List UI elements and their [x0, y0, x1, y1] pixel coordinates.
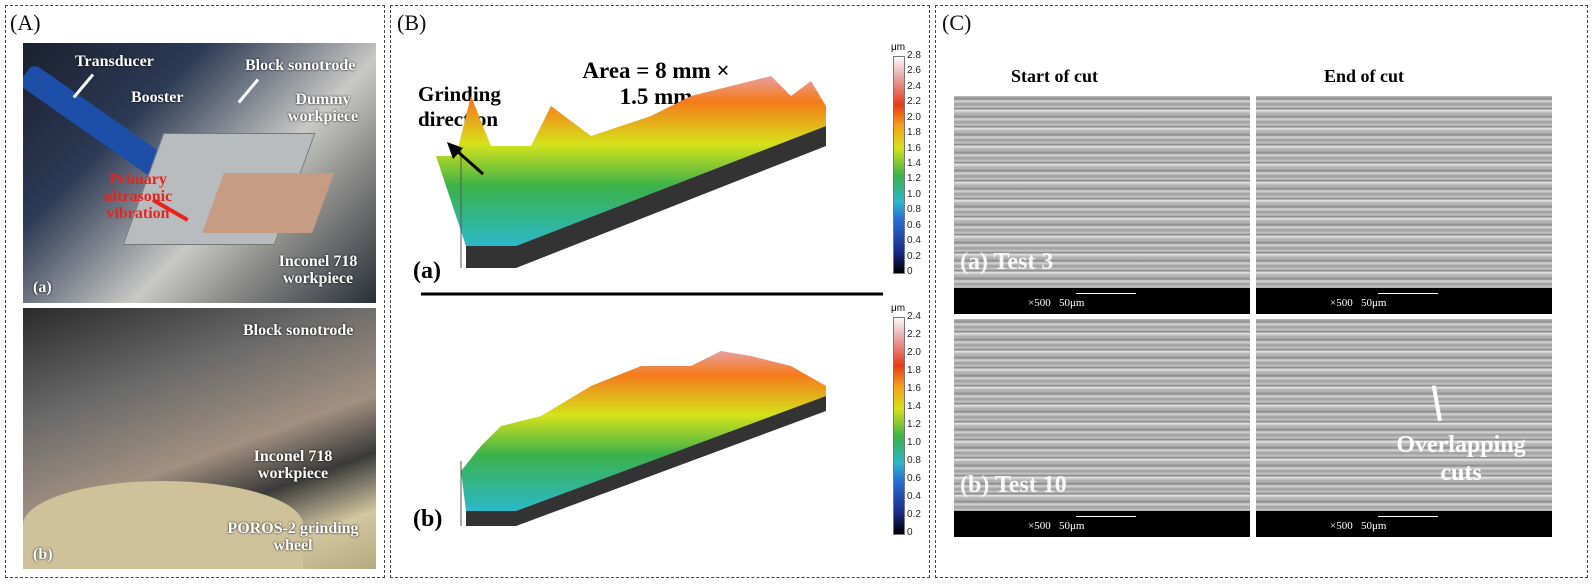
- panel-c-label: (C): [942, 10, 972, 35]
- overlap-arrow: [1431, 385, 1442, 422]
- colorbar-tick: 1.2: [907, 419, 921, 430]
- scale-bar-strip: [954, 511, 1250, 537]
- row-label-test10: (b) Test 10: [960, 472, 1067, 498]
- grinding-wheel-shape: [23, 481, 303, 569]
- arrow: [237, 78, 260, 104]
- colorbar-tick: 2.4: [907, 80, 921, 92]
- col-header-end: End of cut: [1324, 66, 1405, 86]
- label-dummy-workpiece: Dummy workpiece: [287, 91, 359, 125]
- colorbar-tick: 0.6: [907, 473, 921, 484]
- direction-arrowhead: [447, 142, 463, 159]
- col-header-start: Start of cut: [1011, 66, 1098, 86]
- scale-bar-strip: [1256, 511, 1552, 537]
- scale-bar-strip: [954, 288, 1250, 314]
- colorbar-tick: 1.8: [907, 365, 921, 376]
- surface-b-base: [466, 396, 826, 526]
- scale-line: [1076, 516, 1136, 517]
- sem-test3-start: (a) Test 3 ×500 50μm: [954, 96, 1250, 314]
- colorbar-unit-b: μm: [891, 303, 906, 314]
- grinding-direction-label: Grinding direction: [418, 82, 501, 131]
- colorbar-tick: 1.4: [907, 158, 921, 169]
- photo-setup-a: Transducer Booster Block sonotrode Dummy…: [23, 43, 376, 303]
- panel-a-label: (A): [10, 10, 41, 35]
- panel-a: (A) Transducer Booster Block sonotrode D…: [5, 5, 385, 578]
- photo-tag-a: (a): [33, 279, 52, 296]
- scale-text: ×500 50μm: [1330, 520, 1387, 532]
- scale-line: [1076, 293, 1136, 294]
- direction-arrow: [456, 149, 484, 176]
- photo-tag-b: (b): [33, 546, 53, 563]
- colorbar-tick: 0.8: [907, 455, 921, 466]
- colorbar-tick: 1.2: [907, 173, 921, 185]
- plot-tag-a: (a): [413, 258, 441, 284]
- colorbar-a: [893, 56, 905, 274]
- row-label-test3: (a) Test 3: [960, 249, 1054, 275]
- colorbar-tick: 2.2: [907, 96, 921, 108]
- scale-line: [1378, 516, 1438, 517]
- sem-test10-end: ×500 50μm Overlapping cuts: [1256, 319, 1552, 537]
- colorbar-tick: 0.6: [907, 219, 921, 231]
- surface-b: [461, 351, 826, 511]
- panel-b-label: (B): [397, 10, 427, 35]
- colorbar-tick: 0.2: [907, 250, 921, 262]
- photo-setup-b: Block sonotrode Inconel 718 workpiece PO…: [23, 308, 376, 569]
- colorbar-unit-a: μm: [891, 42, 906, 53]
- colorbar-tick: 2.2: [907, 329, 921, 340]
- label-grinding-wheel: POROS-2 grinding wheel: [227, 520, 359, 554]
- surface-a-base: [466, 126, 826, 268]
- label-inconel: Inconel 718 workpiece: [278, 253, 358, 287]
- overlapping-cuts-label: Overlapping cuts: [1396, 432, 1526, 486]
- label-transducer: Transducer: [75, 53, 154, 70]
- colorbar-tick: 0.4: [907, 235, 921, 247]
- scale-line: [1378, 293, 1438, 294]
- colorbar-tick: 2.6: [907, 65, 921, 77]
- colorbar-tick: 1.8: [907, 127, 921, 139]
- colorbar-tick: 1.0: [907, 188, 921, 200]
- colorbar-tick: 0.2: [907, 509, 921, 520]
- colorbar-tick: 0.4: [907, 491, 921, 502]
- plot-tag-b: (b): [413, 506, 443, 532]
- sem-test3-end: ×500 50μm: [1256, 96, 1552, 314]
- sem-test10-start: (b) Test 10 ×500 50μm: [954, 319, 1250, 537]
- colorbar-tick: 2.8: [907, 50, 921, 61]
- scale-text: ×500 50μm: [1028, 297, 1085, 309]
- label-inconel-b: Inconel 718 workpiece: [253, 448, 333, 482]
- colorbar-tick: 0: [907, 266, 913, 277]
- surface-a: [436, 76, 826, 246]
- colorbar-tick: 0: [907, 527, 913, 538]
- panel-c: (C) Start of cut End of cut (a) Test 3 ×…: [935, 5, 1588, 578]
- label-block-sonotrode: Block sonotrode: [245, 57, 356, 74]
- label-block-sonotrode-b: Block sonotrode: [243, 322, 354, 339]
- scale-bar-strip: [1256, 288, 1552, 314]
- panel-b: (B) Area = 8 mm × 1.5 mm Grinding direct…: [390, 5, 930, 578]
- label-primary-vibration: Primary ultrasonic vibration: [103, 171, 173, 222]
- arrow: [72, 73, 95, 99]
- workpiece-shape: [202, 173, 334, 233]
- colorbar-tick: 1.0: [907, 437, 921, 448]
- colorbar-tick: 0.8: [907, 204, 921, 216]
- colorbar-tick: 2.0: [907, 111, 921, 123]
- scale-text: ×500 50μm: [1330, 297, 1387, 309]
- colorbar-tick: 2.4: [907, 311, 921, 322]
- colorbar-tick: 1.6: [907, 383, 921, 394]
- colorbar-tick: 1.6: [907, 142, 921, 154]
- label-booster: Booster: [131, 89, 184, 106]
- surface-plots: [421, 76, 883, 526]
- colorbar-tick: 2.0: [907, 347, 921, 358]
- colorbar-b: [893, 317, 905, 535]
- colorbar-tick: 1.4: [907, 401, 921, 412]
- scale-text: ×500 50μm: [1028, 520, 1085, 532]
